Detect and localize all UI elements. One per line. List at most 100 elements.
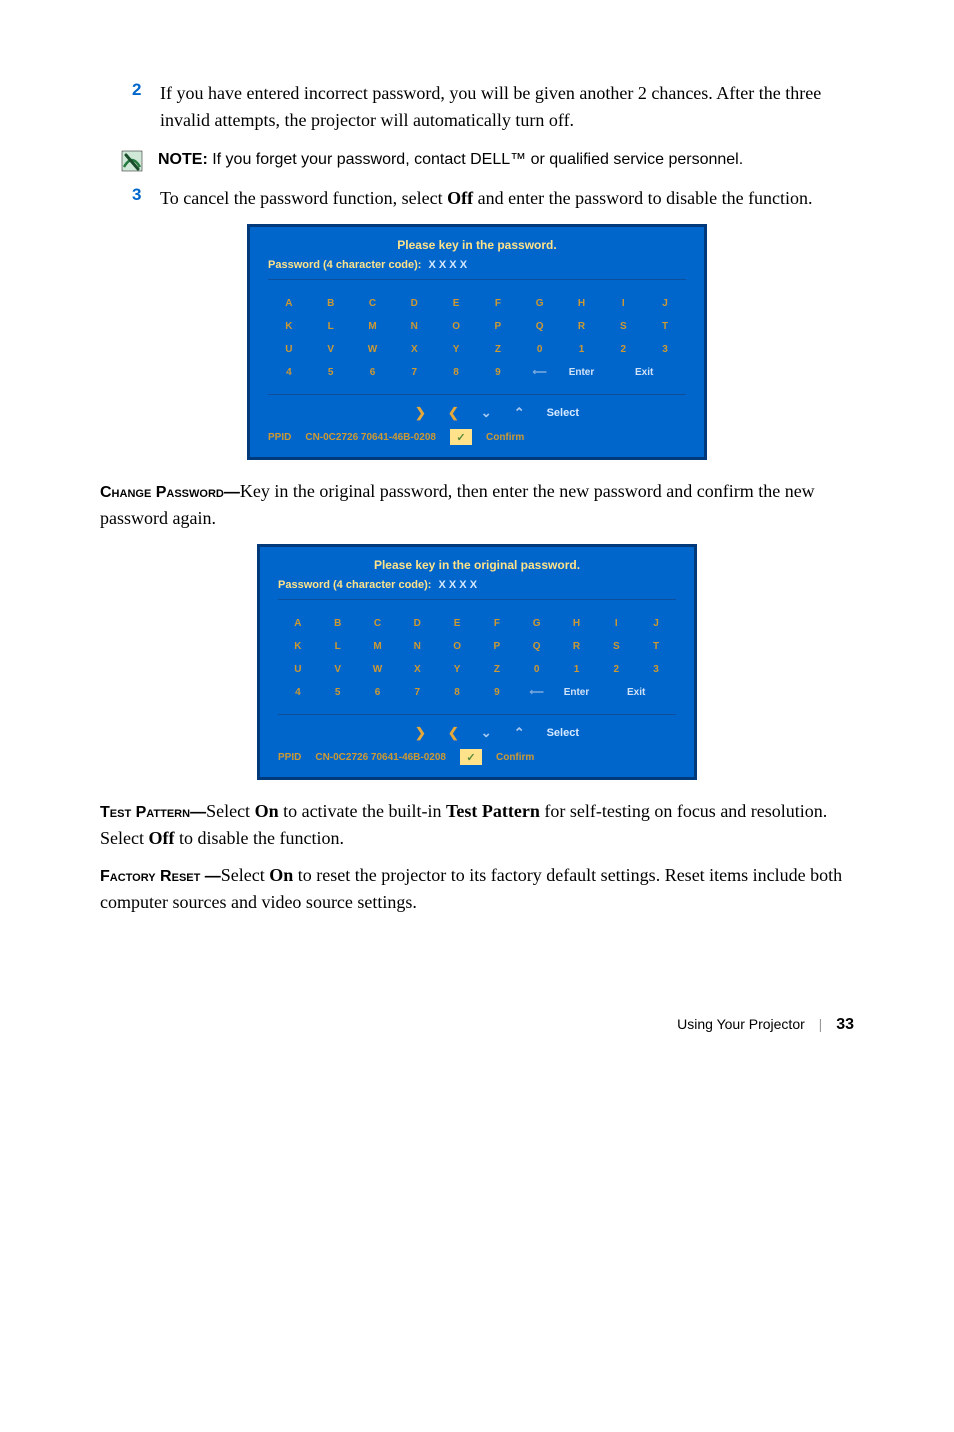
key-8[interactable]: 8 xyxy=(435,361,477,384)
key-A[interactable]: A xyxy=(278,612,318,635)
key-C[interactable]: C xyxy=(352,292,394,315)
key-9[interactable]: 9 xyxy=(477,681,517,704)
key-S[interactable]: S xyxy=(596,635,636,658)
key-4[interactable]: 4 xyxy=(278,681,318,704)
key-2[interactable]: 2 xyxy=(602,338,644,361)
key-M[interactable]: M xyxy=(358,635,398,658)
key-W[interactable]: W xyxy=(358,658,398,681)
key-G[interactable]: G xyxy=(517,612,557,635)
key-L[interactable]: L xyxy=(310,315,352,338)
key-Q[interactable]: Q xyxy=(517,635,557,658)
key-3[interactable]: 3 xyxy=(644,338,686,361)
key-U[interactable]: U xyxy=(278,658,318,681)
note-block: NOTE: If you forget your password, conta… xyxy=(120,148,854,173)
step-2-number: 2 xyxy=(132,80,160,134)
dialog2-title: Please key in the original password. xyxy=(260,547,694,579)
key-enter[interactable]: Enter xyxy=(561,361,603,384)
key-4[interactable]: 4 xyxy=(268,361,310,384)
divider2 xyxy=(268,394,686,395)
key-W[interactable]: W xyxy=(352,338,394,361)
key-X[interactable]: X xyxy=(397,658,437,681)
tp-b2: Test Pattern xyxy=(446,801,540,821)
key-enter[interactable]: Enter xyxy=(557,681,597,704)
key-K[interactable]: K xyxy=(268,315,310,338)
key-H[interactable]: H xyxy=(557,612,597,635)
key-F[interactable]: F xyxy=(477,612,517,635)
key-5[interactable]: 5 xyxy=(310,361,352,384)
arrow-down-icon: ⌄ xyxy=(481,405,492,421)
key-5[interactable]: 5 xyxy=(318,681,358,704)
key-V[interactable]: V xyxy=(318,658,358,681)
key-N[interactable]: N xyxy=(393,315,435,338)
key-L[interactable]: L xyxy=(318,635,358,658)
key-Z[interactable]: Z xyxy=(477,338,519,361)
key-P[interactable]: P xyxy=(477,315,519,338)
key-R[interactable]: R xyxy=(557,635,597,658)
key-C[interactable]: C xyxy=(358,612,398,635)
key-E[interactable]: E xyxy=(437,612,477,635)
tp-t2: to activate the built-in xyxy=(279,801,446,821)
key-back[interactable]: ⟵ xyxy=(519,361,561,384)
key-J[interactable]: J xyxy=(636,612,676,635)
key-T[interactable]: T xyxy=(636,635,676,658)
password-dialog-1-wrap: Please key in the password. Password (4 … xyxy=(100,224,854,460)
key-O[interactable]: O xyxy=(437,635,477,658)
key-R[interactable]: R xyxy=(561,315,603,338)
tp-t1: Select xyxy=(206,801,254,821)
key-back[interactable]: ⟵ xyxy=(517,681,557,704)
key-B[interactable]: B xyxy=(318,612,358,635)
key-M[interactable]: M xyxy=(352,315,394,338)
key-6[interactable]: 6 xyxy=(352,361,394,384)
dialog1-subtitle: Password (4 character code): xyxy=(268,259,421,271)
key-exit[interactable]: Exit xyxy=(602,361,686,384)
key-D[interactable]: D xyxy=(397,612,437,635)
key-U[interactable]: U xyxy=(268,338,310,361)
key-J[interactable]: J xyxy=(644,292,686,315)
key-2[interactable]: 2 xyxy=(596,658,636,681)
key-I[interactable]: I xyxy=(596,612,636,635)
key-V[interactable]: V xyxy=(310,338,352,361)
key-1[interactable]: 1 xyxy=(557,658,597,681)
key-6[interactable]: 6 xyxy=(358,681,398,704)
dialog1-keys: A B C D E F G H I J K L M N O P Q R S T … xyxy=(250,280,704,394)
arrow-up-icon: ⌃ xyxy=(514,405,525,421)
key-8[interactable]: 8 xyxy=(437,681,477,704)
key-Z[interactable]: Z xyxy=(477,658,517,681)
key-7[interactable]: 7 xyxy=(393,361,435,384)
key-T[interactable]: T xyxy=(644,315,686,338)
key-E[interactable]: E xyxy=(435,292,477,315)
key-N[interactable]: N xyxy=(397,635,437,658)
step-2: 2 If you have entered incorrect password… xyxy=(132,80,854,134)
key-Y[interactable]: Y xyxy=(437,658,477,681)
key-H[interactable]: H xyxy=(561,292,603,315)
key-9[interactable]: 9 xyxy=(477,361,519,384)
confirm-check-icon[interactable]: ✓ xyxy=(450,429,472,445)
key-S[interactable]: S xyxy=(602,315,644,338)
confirm-check-icon[interactable]: ✓ xyxy=(460,749,482,765)
key-1[interactable]: 1 xyxy=(561,338,603,361)
ppid-label: PPID xyxy=(268,432,291,443)
key-K[interactable]: K xyxy=(278,635,318,658)
key-Y[interactable]: Y xyxy=(435,338,477,361)
dialog1-title: Please key in the password. xyxy=(250,227,704,259)
key-O[interactable]: O xyxy=(435,315,477,338)
arrow-up-icon: ⌃ xyxy=(514,725,525,741)
key-P[interactable]: P xyxy=(477,635,517,658)
key-3[interactable]: 3 xyxy=(636,658,676,681)
fr-b1: On xyxy=(269,865,293,885)
key-exit[interactable]: Exit xyxy=(596,681,676,704)
key-B[interactable]: B xyxy=(310,292,352,315)
key-G[interactable]: G xyxy=(519,292,561,315)
key-A[interactable]: A xyxy=(268,292,310,315)
dialog1-footer: ❯ ❮ ⌄ ⌃ Select PPID CN-0C2726 70641-46B-… xyxy=(250,405,704,457)
key-D[interactable]: D xyxy=(393,292,435,315)
key-X[interactable]: X xyxy=(393,338,435,361)
key-0[interactable]: 0 xyxy=(517,658,557,681)
step-3-off: Off xyxy=(447,188,473,208)
select-label: Select xyxy=(547,727,579,739)
key-I[interactable]: I xyxy=(602,292,644,315)
key-Q[interactable]: Q xyxy=(519,315,561,338)
key-7[interactable]: 7 xyxy=(397,681,437,704)
key-F[interactable]: F xyxy=(477,292,519,315)
key-0[interactable]: 0 xyxy=(519,338,561,361)
